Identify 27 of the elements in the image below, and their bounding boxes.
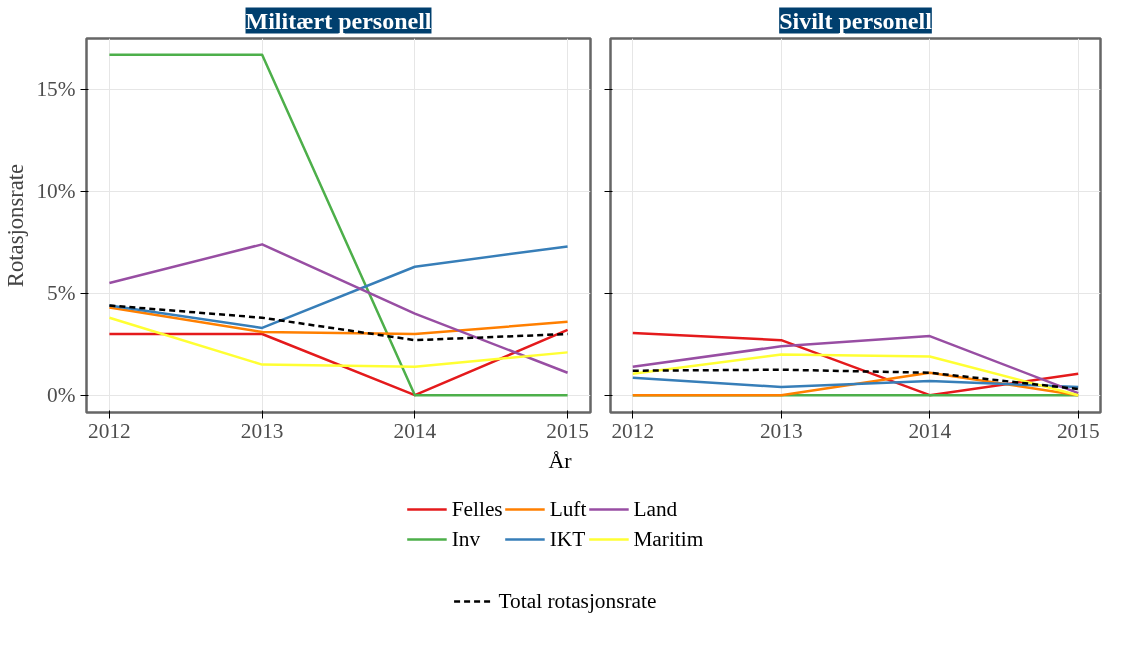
chart-title: Sivilt personell <box>779 7 933 34</box>
legend-label: Luft <box>549 496 587 522</box>
y-tick-label: 10% <box>36 179 76 204</box>
legend-label: Inv <box>451 526 481 552</box>
x-axis-title: År <box>548 447 572 475</box>
legend-label: Felles <box>451 496 503 522</box>
y-tick-label: 5% <box>47 281 76 306</box>
x-tick-label: 2012 <box>88 418 131 443</box>
line-series <box>108 306 569 336</box>
line-series <box>108 304 569 342</box>
y-tick-label: 0% <box>47 383 76 408</box>
x-tick-label: 2015 <box>1056 418 1100 443</box>
line-series <box>108 316 569 368</box>
legend-label: Total rotasjonsrate <box>498 588 657 614</box>
x-tick-label: 2014 <box>393 418 437 443</box>
x-tick-label: 2013 <box>240 418 284 443</box>
legend-label: IKT <box>549 526 586 552</box>
x-tick-label: 2015 <box>546 418 589 443</box>
line-series <box>108 243 569 375</box>
x-tick-label: 2014 <box>908 418 952 443</box>
chart-title: Militært personell <box>245 7 432 34</box>
legend-label: Land <box>633 496 678 522</box>
y-axis-title: Rotasjonsrate <box>3 163 29 288</box>
y-tick-label: 15% <box>36 77 76 102</box>
x-tick-label: 2012 <box>611 418 655 443</box>
legend-label: Maritim <box>633 526 704 552</box>
x-tick-label: 2013 <box>759 418 803 443</box>
